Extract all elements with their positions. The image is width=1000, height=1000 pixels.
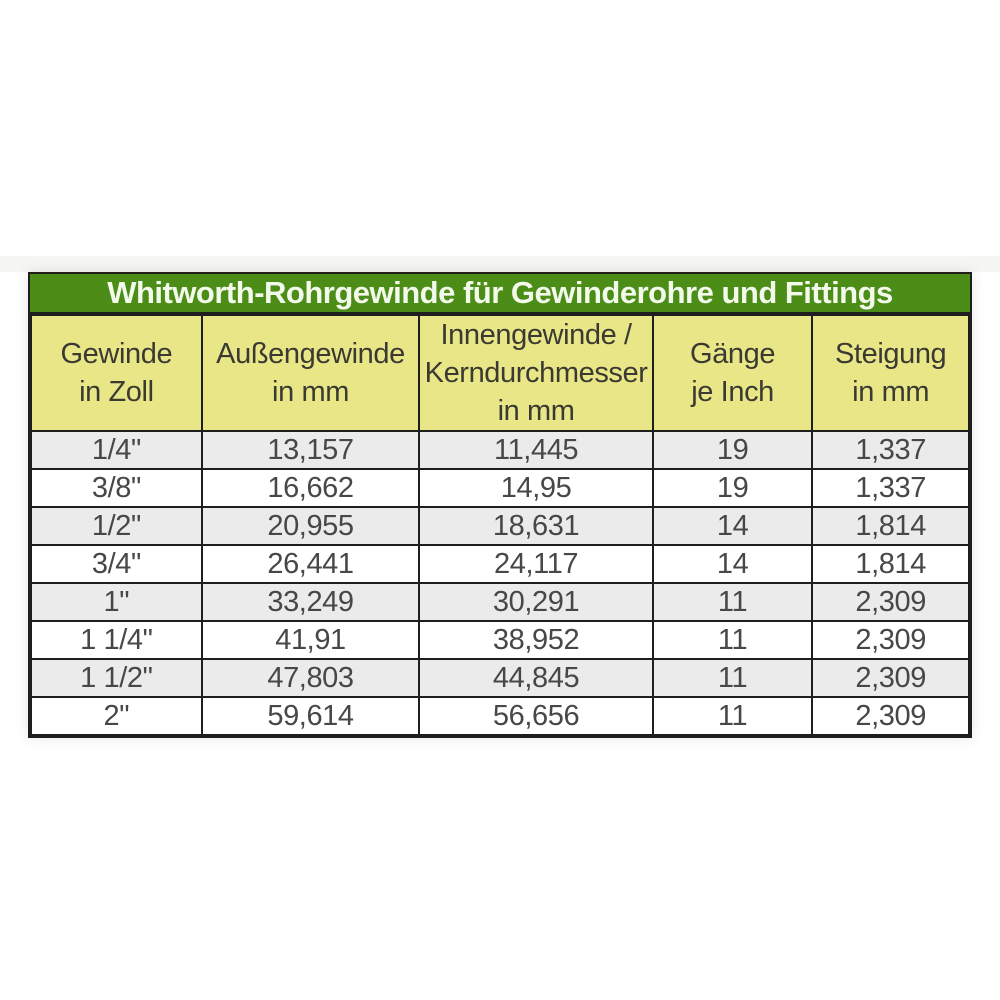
cell-r2-c1: 3/8" xyxy=(30,468,203,508)
cell-r6-c5: 2,309 xyxy=(811,620,970,660)
cell-r2-c3: 14,95 xyxy=(418,468,654,508)
table-row-1: 1/4" 13,157 11,445 19 1,337 xyxy=(30,430,970,470)
header-cell-line: in Zoll xyxy=(79,376,154,408)
cell-r4-c1: 3/4" xyxy=(30,544,203,584)
cell-r7-c2: 47,803 xyxy=(200,658,421,698)
header-cell-col4: Gänge je Inch xyxy=(651,314,814,432)
cell-r3-c2: 20,955 xyxy=(200,506,421,546)
cell-r5-c2: 33,249 xyxy=(200,582,421,622)
cell-r8-c1: 2" xyxy=(30,696,203,736)
header-cell-col5: Steigung in mm xyxy=(811,314,970,432)
cell-r5-c5: 2,309 xyxy=(811,582,970,622)
cell-r3-c5: 1,814 xyxy=(811,506,970,546)
cell-r6-c1: 1 1/4" xyxy=(30,620,203,660)
table-row-4: 3/4" 26,441 24,117 14 1,814 xyxy=(30,544,970,584)
cell-r7-c5: 2,309 xyxy=(811,658,970,698)
cell-r6-c3: 38,952 xyxy=(418,620,654,660)
header-cell-line: Außengewinde xyxy=(216,338,405,370)
header-cell-line: in mm xyxy=(497,395,575,427)
whitworth-thread-table: Whitworth-Rohrgewinde für Gewinderohre u… xyxy=(28,272,972,738)
header-cell-col3: Innengewinde / Kerndurchmesser in mm xyxy=(418,314,654,432)
header-cell-line: Steigung xyxy=(835,338,947,370)
cell-r4-c4: 14 xyxy=(651,544,814,584)
cell-r1-c2: 13,157 xyxy=(200,430,421,470)
cell-r8-c5: 2,309 xyxy=(811,696,970,736)
cell-r7-c4: 11 xyxy=(651,658,814,698)
header-cell-line: Gewinde xyxy=(60,338,173,370)
cell-r7-c3: 44,845 xyxy=(418,658,654,698)
header-cell-line: Innengewinde / xyxy=(440,319,633,351)
header-cell-col1: Gewinde in Zoll xyxy=(30,314,203,432)
cell-r5-c4: 11 xyxy=(651,582,814,622)
table-row-6: 1 1/4" 41,91 38,952 11 2,309 xyxy=(30,620,970,660)
table-row-5: 1" 33,249 30,291 11 2,309 xyxy=(30,582,970,622)
header-cell-line: in mm xyxy=(272,376,349,408)
table-row-3: 1/2" 20,955 18,631 14 1,814 xyxy=(30,506,970,546)
cell-r8-c2: 59,614 xyxy=(200,696,421,736)
cell-r8-c4: 11 xyxy=(651,696,814,736)
table-row-8: 2" 59,614 56,656 11 2,309 xyxy=(30,696,970,736)
backdrop-shadow-band xyxy=(0,256,1000,272)
cell-r2-c5: 1,337 xyxy=(811,468,970,508)
cell-r1-c4: 19 xyxy=(651,430,814,470)
cell-r3-c4: 14 xyxy=(651,506,814,546)
cell-r1-c1: 1/4" xyxy=(30,430,203,470)
table-title: Whitworth-Rohrgewinde für Gewinderohre u… xyxy=(107,275,893,310)
header-cell-line: in mm xyxy=(852,376,930,408)
cell-r7-c1: 1 1/2" xyxy=(30,658,203,698)
header-row: Gewinde in Zoll Außengewinde in mm Innengewi… xyxy=(30,314,970,432)
cell-r6-c2: 41,91 xyxy=(200,620,421,660)
cell-r5-c3: 30,291 xyxy=(418,582,654,622)
cell-r4-c3: 24,117 xyxy=(418,544,654,584)
cell-r2-c2: 16,662 xyxy=(200,468,421,508)
cell-r1-c5: 1,337 xyxy=(811,430,970,470)
cell-r5-c1: 1" xyxy=(30,582,203,622)
cell-r3-c3: 18,631 xyxy=(418,506,654,546)
header-cell-line: Kerndurchmesser xyxy=(424,357,648,389)
cell-r2-c4: 19 xyxy=(651,468,814,508)
cell-r6-c4: 11 xyxy=(651,620,814,660)
cell-r4-c2: 26,441 xyxy=(200,544,421,584)
table-row-7: 1 1/2" 47,803 44,845 11 2,309 xyxy=(30,658,970,698)
cell-r4-c5: 1,814 xyxy=(811,544,970,584)
cell-r3-c1: 1/2" xyxy=(30,506,203,546)
header-cell-col2: Außengewinde in mm xyxy=(200,314,421,432)
table-row-2: 3/8" 16,662 14,95 19 1,337 xyxy=(30,468,970,508)
table-title-bar: Whitworth-Rohrgewinde für Gewinderohre u… xyxy=(30,274,970,314)
header-cell-line: je Inch xyxy=(691,376,774,408)
cell-r1-c3: 11,445 xyxy=(418,430,654,470)
thread-data-table: Gewinde in Zoll Außengewinde in mm Innengewi… xyxy=(30,314,970,736)
cell-r8-c3: 56,656 xyxy=(418,696,654,736)
header-cell-line: Gänge xyxy=(690,338,776,370)
